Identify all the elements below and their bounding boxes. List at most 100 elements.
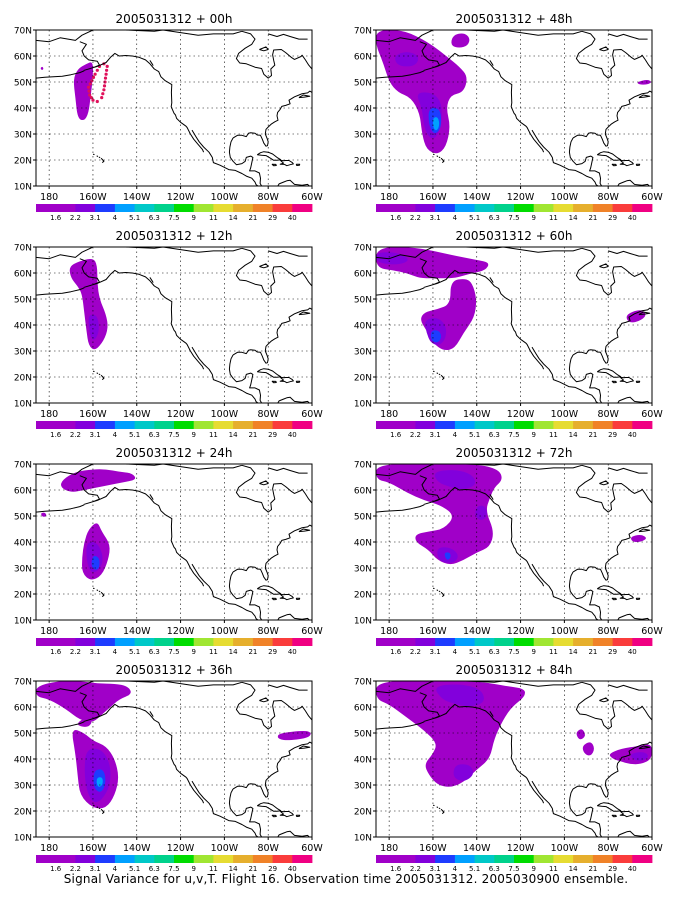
observation-marker: [89, 96, 93, 100]
map-area: [376, 681, 652, 837]
coastline: [608, 250, 648, 257]
coastline: [279, 159, 294, 167]
coastline: [419, 475, 545, 587]
colorbar-label: 11: [549, 214, 558, 222]
colorbar-label: 29: [268, 865, 277, 873]
colorbar-swatch: [632, 855, 653, 863]
coastline: [638, 745, 651, 750]
colorbar-swatch: [154, 638, 175, 646]
graticule: [36, 30, 312, 186]
colorbar-swatch: [75, 855, 96, 863]
colorbar-label: 29: [608, 648, 617, 656]
colorbar-swatch: [272, 855, 293, 863]
lat-tick-label: 70N: [354, 461, 372, 471]
colorbar-swatch: [553, 204, 574, 212]
lon-tick-label: 160W: [79, 843, 107, 854]
coastline: [271, 597, 277, 601]
colorbar-label: 40: [288, 431, 297, 439]
coastline: [149, 60, 154, 66]
colorbar-label: 7.5: [508, 865, 519, 873]
coastline: [268, 250, 308, 257]
lon-tick-label: 120W: [507, 409, 535, 420]
coastline: [419, 258, 545, 370]
flight-track-markers: [87, 62, 109, 104]
coastline: [638, 94, 651, 99]
lon-tick-label: 100W: [551, 409, 579, 420]
coastline: [635, 814, 641, 817]
colorbar-label: 21: [588, 865, 597, 873]
coastline: [619, 159, 634, 167]
colorbar-label: 14: [569, 865, 578, 873]
lat-tick-label: 40N: [14, 322, 32, 332]
lat-tick-label: 70N: [14, 27, 32, 37]
colorbar-swatch: [233, 204, 254, 212]
coastline: [235, 464, 312, 513]
colorbar-label: 6.3: [149, 648, 160, 656]
colorbar-label: 6.3: [149, 214, 160, 222]
colorbar-label: 5.1: [469, 431, 480, 439]
colorbar-label: 29: [608, 214, 617, 222]
colorbar-label: 1.6: [50, 431, 62, 439]
lat-tick-label: 60N: [14, 487, 32, 497]
lon-tick-label: 80W: [257, 409, 279, 420]
coastline: [295, 814, 301, 817]
coastline: [572, 307, 652, 364]
coastline: [596, 368, 622, 378]
lon-tick-label: 160W: [79, 192, 107, 203]
colorbar-swatch: [514, 855, 535, 863]
lat-tick-label: 60N: [354, 270, 372, 280]
colorbar-label: 11: [549, 865, 558, 873]
variance-contour-level-1: [637, 80, 651, 85]
colorbar-swatch: [272, 638, 293, 646]
coastline: [256, 585, 282, 595]
coastline: [489, 60, 494, 66]
colorbar-swatch: [573, 204, 594, 212]
lon-tick-label: 160W: [419, 626, 447, 637]
map-panel-24h: 2005031312 + 24h 10N 20N 30N 40N 50N 60N 70N 180…: [14, 446, 324, 656]
lat-tick-label: 60N: [354, 53, 372, 63]
colorbar-label: 3.1: [430, 431, 441, 439]
colorbar-label: 3.1: [90, 865, 101, 873]
coastline: [531, 563, 599, 620]
variance-contour-level-1: [41, 512, 47, 517]
lon-tick-label: 60W: [301, 192, 323, 203]
lat-tick-label: 70N: [14, 678, 32, 688]
colorbar-label: 14: [569, 214, 578, 222]
coastline: [489, 494, 494, 500]
colorbar-swatch: [474, 638, 495, 646]
colorbar-swatch: [213, 855, 234, 863]
colorbar-swatch: [612, 204, 633, 212]
colorbar-label: 9: [191, 865, 195, 873]
lon-tick-label: 180: [40, 192, 58, 203]
coastline: [298, 94, 311, 99]
colorbar-label: 3.1: [90, 214, 101, 222]
lat-tick-label: 30N: [14, 348, 32, 358]
variance-contour-level-1: [631, 534, 646, 542]
colorbar: 1.6 2.2 3.1 4 5.1 6.3 7.5 9 11 14 21 29 40: [376, 204, 653, 222]
lat-tick-label: 20N: [14, 374, 32, 384]
colorbar-label: 2.2: [70, 865, 81, 873]
variance-contour-level-1: [376, 681, 525, 787]
variance-contour-level-3: [430, 330, 441, 343]
lon-tick-label: 80W: [257, 192, 279, 203]
lon-tick-label: 60W: [641, 409, 663, 420]
colorbar-label: 3.1: [430, 214, 441, 222]
colorbar-swatch: [292, 204, 313, 212]
lon-tick-label: 100W: [211, 843, 239, 854]
colorbar-label: 5.1: [469, 214, 480, 222]
colorbar-swatch: [233, 855, 254, 863]
lon-tick-label: 140W: [463, 843, 491, 854]
colorbar-label: 29: [608, 865, 617, 873]
colorbar-label: 2.2: [70, 431, 81, 439]
coastline: [611, 597, 617, 601]
colorbar-label: 4: [453, 648, 458, 656]
colorbar-swatch: [114, 855, 135, 863]
coastline: [268, 684, 308, 691]
lon-tick-label: 160W: [419, 843, 447, 854]
coastline: [98, 590, 101, 593]
lon-tick-label: 80W: [597, 843, 619, 854]
lat-tick-label: 30N: [354, 565, 372, 575]
coastline: [440, 591, 445, 597]
coastline: [635, 597, 641, 600]
coastline: [611, 163, 617, 167]
